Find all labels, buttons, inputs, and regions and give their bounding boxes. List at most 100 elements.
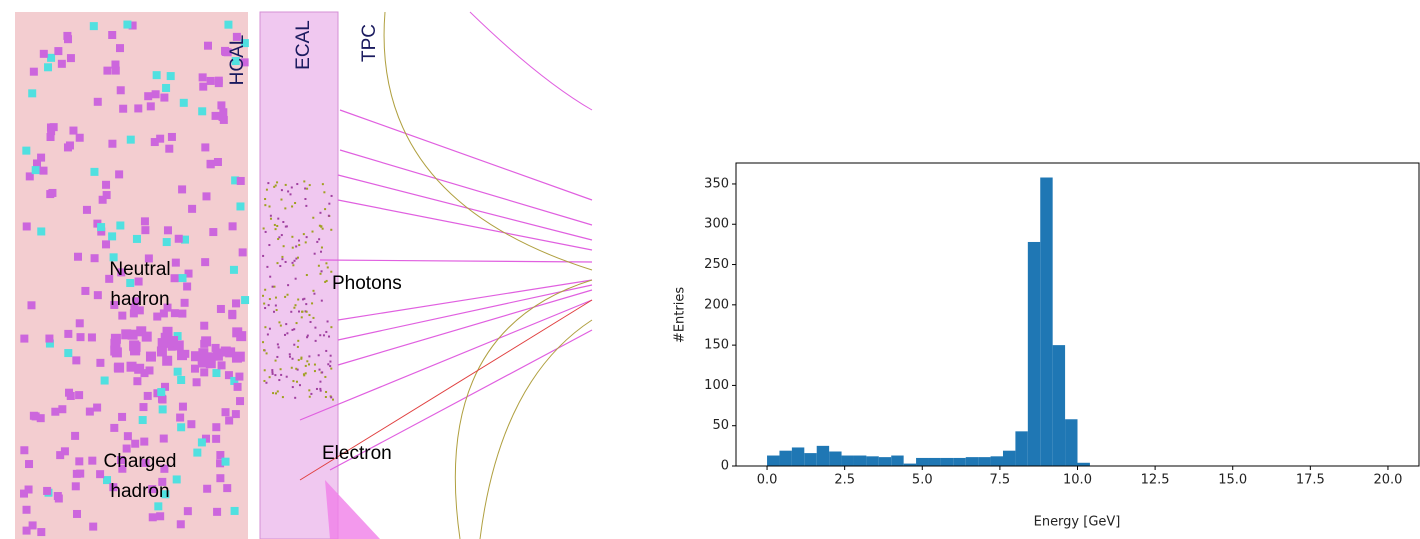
- hit: [193, 449, 201, 457]
- hit: [280, 199, 282, 201]
- hit: [108, 140, 116, 148]
- bar: [928, 458, 940, 466]
- hit: [284, 207, 286, 209]
- hit: [180, 99, 188, 107]
- hit: [303, 233, 305, 235]
- hit: [183, 282, 191, 290]
- hit: [325, 396, 327, 398]
- hit: [306, 336, 308, 338]
- hit: [76, 470, 84, 478]
- hit: [315, 340, 317, 342]
- hit: [75, 391, 83, 399]
- hit: [73, 510, 81, 518]
- hit: [290, 193, 292, 195]
- bar: [1028, 242, 1040, 466]
- hit: [118, 312, 126, 320]
- hit: [47, 133, 55, 141]
- y-tick-label: 0: [721, 459, 729, 474]
- y-tick-label: 100: [704, 378, 729, 393]
- y-tick-label: 50: [712, 418, 729, 433]
- hit: [298, 244, 300, 246]
- bar: [1003, 451, 1015, 466]
- track: [320, 260, 592, 262]
- hit: [277, 390, 279, 392]
- y-tick-label: 150: [704, 338, 729, 353]
- hit: [217, 305, 225, 313]
- hit: [133, 235, 141, 243]
- hit: [140, 438, 148, 446]
- hit: [40, 167, 48, 175]
- hit: [305, 205, 307, 207]
- hit: [293, 307, 295, 309]
- hit: [37, 154, 45, 162]
- hit: [162, 356, 172, 366]
- hit: [162, 84, 170, 92]
- hit: [134, 104, 142, 112]
- hit: [303, 374, 305, 376]
- neutral-label: Neutral: [109, 259, 170, 280]
- hit: [76, 134, 84, 142]
- hit: [130, 345, 140, 355]
- hit: [276, 181, 278, 183]
- x-tick-label: 12.5: [1141, 473, 1170, 488]
- hit: [230, 266, 238, 274]
- hit: [308, 355, 310, 357]
- hit: [202, 192, 210, 200]
- hit: [276, 356, 278, 358]
- charged-label: hadron: [110, 481, 169, 502]
- hit: [96, 359, 104, 367]
- hit: [312, 217, 314, 219]
- hit: [304, 198, 306, 200]
- hit: [329, 365, 331, 367]
- hit: [123, 21, 131, 29]
- hit: [282, 396, 284, 398]
- hit: [23, 222, 31, 230]
- hit: [281, 256, 283, 258]
- bar: [978, 457, 990, 466]
- hit: [177, 350, 187, 360]
- hit: [273, 186, 275, 188]
- hit: [270, 218, 272, 220]
- hit: [318, 265, 320, 267]
- hit: [298, 311, 300, 313]
- hit: [83, 206, 91, 214]
- hit: [312, 231, 314, 233]
- hit: [159, 405, 167, 413]
- hit: [271, 371, 273, 373]
- hit: [88, 333, 96, 341]
- hit: [127, 136, 135, 144]
- hit: [273, 311, 275, 313]
- bar: [1065, 419, 1077, 466]
- bar: [854, 456, 866, 466]
- hit: [291, 329, 293, 331]
- hit: [274, 224, 276, 226]
- bar: [891, 456, 903, 466]
- hit: [187, 420, 195, 428]
- hit: [86, 408, 94, 416]
- hit: [289, 356, 291, 358]
- hit: [310, 393, 312, 395]
- hit: [280, 374, 282, 376]
- hit: [146, 352, 156, 362]
- hit: [280, 325, 282, 327]
- hit: [116, 44, 124, 52]
- hit: [273, 286, 275, 288]
- hit: [330, 368, 332, 370]
- neutral-label: hadron: [110, 289, 169, 310]
- hit: [284, 334, 286, 336]
- hit: [65, 389, 73, 397]
- hit: [292, 247, 294, 249]
- hit: [156, 135, 164, 143]
- charged-label: Charged: [104, 451, 177, 472]
- hit: [262, 255, 264, 257]
- hit: [297, 299, 299, 301]
- hit: [297, 340, 299, 342]
- y-tick-label: 250: [704, 257, 729, 272]
- hit: [302, 298, 304, 300]
- hit: [102, 181, 110, 189]
- hit: [232, 299, 240, 307]
- hit: [199, 73, 207, 81]
- hit: [91, 254, 99, 262]
- hit: [235, 373, 243, 381]
- hit: [314, 253, 316, 255]
